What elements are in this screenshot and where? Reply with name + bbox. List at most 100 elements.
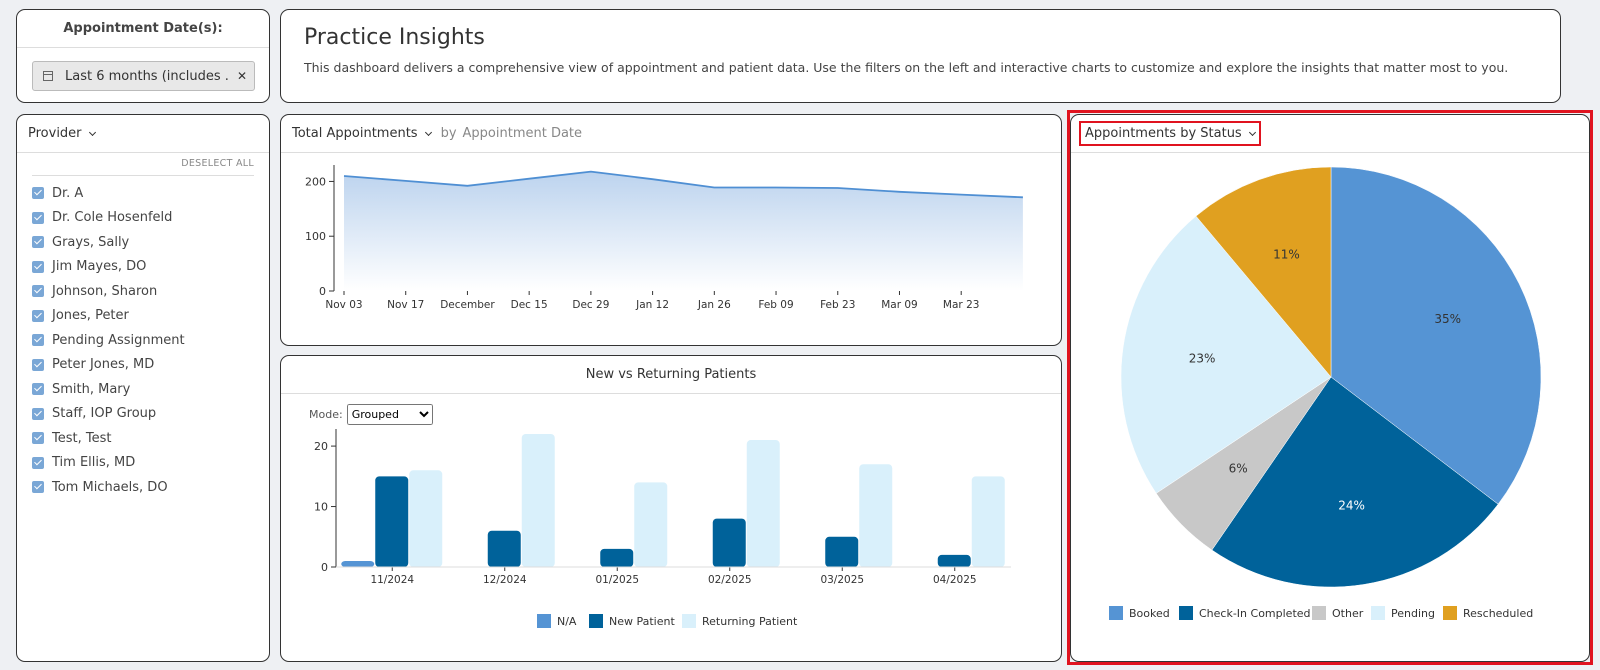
provider-label[interactable]: Peter Jones, MD	[52, 357, 155, 373]
pie-slice[interactable]	[1120, 215, 1332, 494]
legend-label[interactable]: Other	[1332, 607, 1364, 620]
pie-slice[interactable]	[1330, 166, 1542, 505]
status-title[interactable]: Appointments by Status	[1085, 126, 1242, 141]
deselect-all-button[interactable]: DESELECT ALL	[181, 158, 254, 169]
provider-item[interactable]: Test, Test	[32, 426, 185, 451]
legend-swatch[interactable]	[1443, 606, 1457, 620]
status-title-dropdown[interactable]: Appointments by Status	[1079, 121, 1261, 146]
bar[interactable]	[409, 470, 443, 567]
provider-item[interactable]: Grays, Sally	[32, 230, 185, 255]
bar[interactable]	[487, 530, 521, 567]
provider-label[interactable]: Johnson, Sharon	[52, 283, 158, 299]
legend-label[interactable]: New Patient	[609, 615, 675, 628]
provider-item[interactable]: Jim Mayes, DO	[32, 255, 185, 280]
clear-date-icon[interactable]: ✕	[236, 69, 248, 83]
legend-swatch[interactable]	[1312, 606, 1326, 620]
bar[interactable]	[859, 464, 893, 567]
bar[interactable]	[634, 482, 668, 567]
chevron-down-icon[interactable]	[1248, 128, 1256, 136]
provider-item[interactable]: Jones, Peter	[32, 304, 185, 329]
total-appointments-header: Total Appointments by Appointment Date	[281, 115, 1061, 153]
checkbox[interactable]	[32, 260, 44, 273]
checkbox[interactable]	[32, 334, 44, 347]
provider-item[interactable]: Smith, Mary	[32, 377, 185, 402]
bar[interactable]	[521, 434, 555, 567]
legend-swatch[interactable]	[682, 614, 696, 628]
provider-label[interactable]: Dr. A	[52, 185, 84, 201]
provider-item[interactable]: Dr. Cole Hosenfeld	[32, 206, 185, 231]
provider-label[interactable]: Smith, Mary	[52, 381, 131, 397]
provider-label[interactable]: Tim Ellis, MD	[52, 455, 136, 471]
bar[interactable]	[341, 560, 375, 567]
provider-label[interactable]: Jim Mayes, DO	[52, 259, 147, 275]
total-appointments-chart: 0 100 200 Nov 03 Nov 17 December Dec 15 Dec 29 J…	[305, 165, 1023, 311]
provider-item[interactable]: Tom Michaels, DO	[32, 475, 185, 500]
provider-item[interactable]: Staff, IOP Group	[32, 402, 185, 427]
x-tick-label: Dec 15	[511, 299, 548, 311]
mode-select[interactable]: Grouped	[346, 404, 433, 425]
checkbox[interactable]	[32, 456, 44, 469]
checkbox[interactable]	[32, 383, 44, 396]
checkbox[interactable]	[32, 285, 44, 298]
chevron-down-icon[interactable]	[424, 128, 432, 136]
x-tick-label: 02/2025	[708, 574, 752, 586]
legend-swatch[interactable]	[537, 614, 551, 628]
checkbox[interactable]	[32, 481, 44, 494]
provider-label[interactable]: Test, Test	[52, 430, 112, 446]
checkbox[interactable]	[32, 432, 44, 445]
pie-slice[interactable]	[1195, 166, 1332, 378]
legend-swatch[interactable]	[1179, 606, 1193, 620]
y-tick-label: 10	[314, 501, 328, 514]
bar[interactable]	[746, 440, 780, 567]
bar[interactable]	[600, 548, 634, 567]
provider-dropdown[interactable]: Provider	[17, 115, 269, 153]
calendar-icon	[43, 71, 53, 81]
checkbox[interactable]	[32, 187, 44, 200]
provider-item[interactable]: Dr. A	[32, 181, 185, 206]
slice-label: 6%	[1229, 461, 1248, 475]
x-tick-label: Mar 09	[881, 299, 918, 311]
x-tick-label: December	[440, 299, 495, 311]
pie-slice[interactable]	[1211, 376, 1499, 588]
mode-label: Mode:	[309, 408, 343, 421]
date-range-chip[interactable]: Last 6 months (includes ... ✕	[32, 61, 255, 91]
dimension-label[interactable]: Appointment Date	[462, 126, 583, 141]
metric-dropdown[interactable]: Total Appointments	[292, 126, 418, 141]
provider-label[interactable]: Tom Michaels, DO	[52, 479, 168, 495]
legend-label[interactable]: Rescheduled	[1463, 607, 1533, 620]
legend-swatch[interactable]	[1371, 606, 1385, 620]
x-tick-label: 04/2025	[933, 574, 977, 586]
provider-label[interactable]: Jones, Peter	[52, 308, 129, 324]
checkbox[interactable]	[32, 236, 44, 249]
bar[interactable]	[712, 518, 746, 567]
chevron-down-icon[interactable]	[88, 128, 96, 136]
bar[interactable]	[375, 476, 409, 567]
provider-label[interactable]: Provider	[28, 126, 82, 141]
checkbox[interactable]	[32, 407, 44, 420]
provider-label[interactable]: Staff, IOP Group	[52, 406, 157, 422]
legend-label[interactable]: Booked	[1129, 607, 1170, 620]
by-label: by	[440, 126, 457, 141]
provider-item[interactable]: Pending Assignment	[32, 328, 185, 353]
date-range-value[interactable]: Last 6 months (includes ...	[65, 68, 230, 84]
legend-label[interactable]: N/A	[557, 615, 577, 628]
legend-swatch[interactable]	[589, 614, 603, 628]
bar[interactable]	[825, 536, 859, 567]
provider-item[interactable]: Johnson, Sharon	[32, 279, 185, 304]
bar[interactable]	[971, 476, 1005, 567]
legend-swatch[interactable]	[1109, 606, 1123, 620]
x-tick-label: 01/2025	[595, 574, 639, 586]
checkbox[interactable]	[32, 358, 44, 371]
provider-label[interactable]: Grays, Sally	[52, 234, 130, 250]
checkbox[interactable]	[32, 211, 44, 224]
checkbox[interactable]	[32, 309, 44, 322]
provider-item[interactable]: Peter Jones, MD	[32, 353, 185, 378]
legend-label[interactable]: Returning Patient	[702, 615, 798, 628]
provider-label[interactable]: Dr. Cole Hosenfeld	[52, 210, 173, 226]
provider-label[interactable]: Pending Assignment	[52, 332, 185, 348]
x-tick-label: Nov 03	[325, 299, 362, 311]
legend-label[interactable]: Pending	[1391, 607, 1435, 620]
legend-label[interactable]: Check-In Completed	[1199, 607, 1311, 620]
bar[interactable]	[937, 554, 971, 567]
provider-item[interactable]: Tim Ellis, MD	[32, 451, 185, 476]
